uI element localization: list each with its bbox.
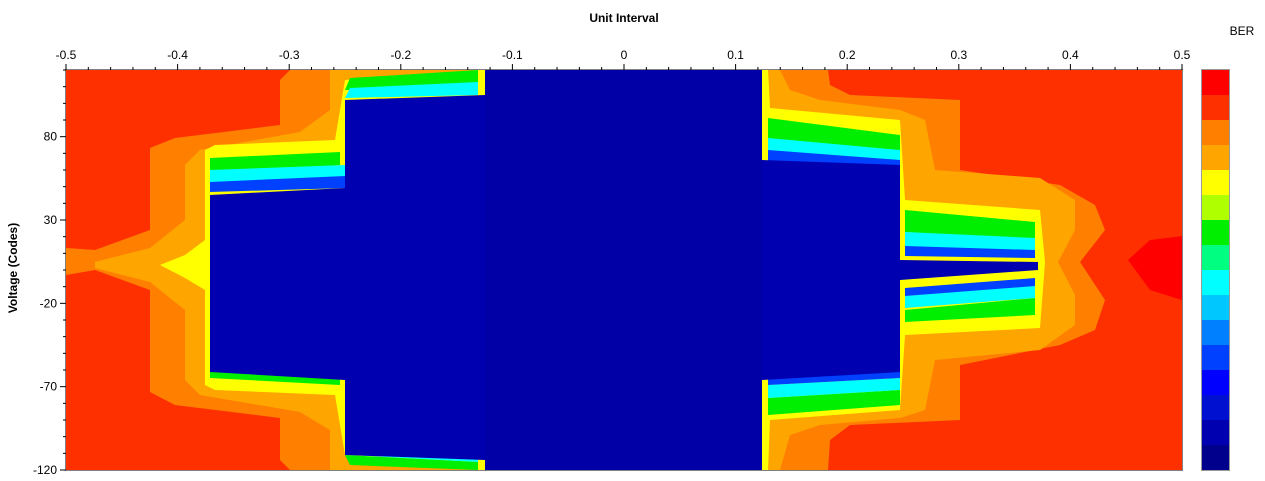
y-tick-label: 80 bbox=[44, 130, 58, 144]
colorbar bbox=[1201, 69, 1230, 471]
y-axis: 80 30 -20 -70 -120 bbox=[33, 69, 66, 477]
x-tick-label: 0.1 bbox=[727, 48, 744, 62]
y-axis-title: Voltage (Codes) bbox=[6, 223, 20, 313]
colorbar-swatch bbox=[1202, 395, 1229, 421]
y-tick-label: -120 bbox=[33, 463, 57, 477]
colorbar-swatch bbox=[1202, 245, 1229, 271]
colorbar-swatch bbox=[1202, 195, 1229, 221]
x-tick-label: -0.4 bbox=[167, 48, 188, 62]
eye-center bbox=[485, 70, 762, 470]
x-tick-label: -0.1 bbox=[502, 48, 523, 62]
y-tick-label: -70 bbox=[40, 380, 58, 394]
colorbar-swatch bbox=[1202, 270, 1229, 296]
x-tick-label: 0 bbox=[621, 48, 628, 62]
colorbar-swatch bbox=[1202, 445, 1229, 471]
colorbar-swatch bbox=[1202, 220, 1229, 246]
x-tick-label: 0.3 bbox=[950, 48, 967, 62]
colorbar-swatch bbox=[1202, 120, 1229, 146]
x-tick-label: 0.2 bbox=[839, 48, 856, 62]
colorbar-swatch bbox=[1202, 420, 1229, 446]
colorbar-frame bbox=[1201, 69, 1230, 471]
colorbar-swatch bbox=[1202, 95, 1229, 121]
x-tick-label: -0.2 bbox=[390, 48, 411, 62]
x-axis: -0.5 -0.4 -0.3 -0.2 -0.1 0 0.1 0.2 0.3 0.4 0.5 bbox=[56, 48, 1191, 70]
colorbar-swatch bbox=[1202, 70, 1229, 96]
x-tick-label: -0.3 bbox=[279, 48, 300, 62]
colorbar-swatch bbox=[1202, 145, 1229, 171]
red-core-right bbox=[1128, 236, 1182, 300]
y-tick-label: -20 bbox=[40, 296, 58, 310]
y-tick-label: 30 bbox=[44, 213, 58, 227]
colorbar-swatch bbox=[1202, 370, 1229, 396]
x-tick-label: 0.5 bbox=[1174, 48, 1191, 62]
plot-area bbox=[65, 69, 1183, 471]
colorbar-swatch bbox=[1202, 320, 1229, 346]
colorbar-swatch bbox=[1202, 345, 1229, 371]
colorbar-swatch bbox=[1202, 170, 1229, 196]
x-tick-label: -0.5 bbox=[56, 48, 77, 62]
colorbar-title: BER bbox=[1230, 24, 1255, 38]
x-tick-label: 0.4 bbox=[1062, 48, 1079, 62]
x-axis-title: Unit Interval bbox=[589, 11, 658, 25]
colorbar-swatch bbox=[1202, 295, 1229, 321]
